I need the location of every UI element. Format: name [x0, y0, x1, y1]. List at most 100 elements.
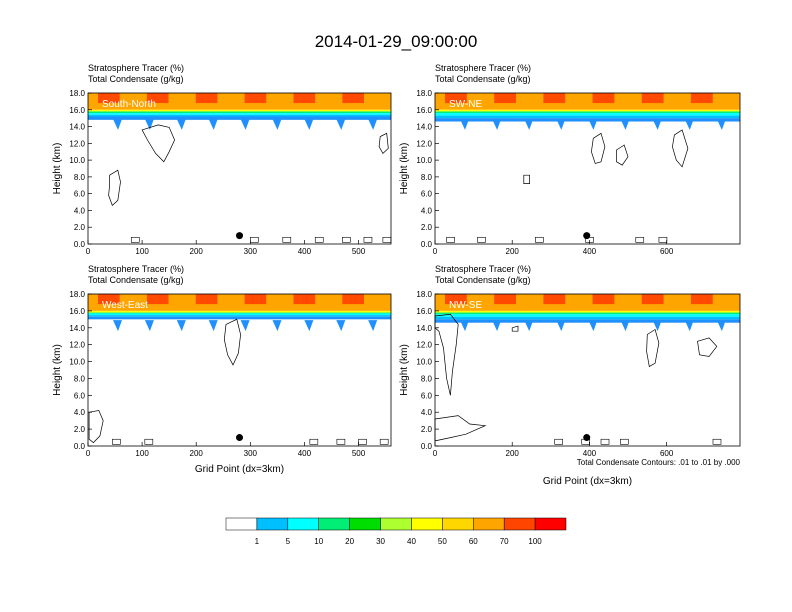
panel-subtitle: Total Condensate (g/kg) [88, 275, 184, 285]
tracer-band [88, 310, 391, 313]
tracer-dip [652, 119, 662, 130]
y-tick-label: 2.0 [421, 425, 433, 434]
x-tick-label: 300 [244, 247, 258, 256]
tracer-streak [244, 294, 267, 305]
x-tick-label: 100 [135, 449, 149, 458]
tracer-band [88, 316, 391, 320]
tracer-streak [592, 294, 615, 305]
tracer-band [88, 313, 391, 316]
colorbar-label: 1 [255, 537, 260, 546]
x-tick-label: 200 [190, 449, 204, 458]
panel-name: West-East [102, 300, 148, 311]
tracer-band [88, 111, 391, 114]
y-tick-label: 16.0 [416, 307, 432, 316]
tracer-band [88, 116, 391, 120]
tracer-dip [524, 119, 534, 130]
condensate-contour [141, 124, 175, 163]
tracer-streak [641, 93, 664, 104]
condensate-contour [477, 236, 486, 243]
tracer-streak [342, 294, 364, 305]
condensate-contour [282, 236, 292, 243]
panel-name: South-North [102, 99, 156, 110]
tracer-streak [690, 93, 713, 104]
y-tick-label: 6.0 [421, 190, 433, 199]
y-tick-label: 18.0 [416, 290, 432, 299]
x-tick-label: 600 [660, 449, 674, 458]
tracer-dip [336, 320, 346, 332]
colorbar-swatch [287, 517, 319, 531]
condensate-contour [336, 438, 346, 445]
y-axis-label: Height (km) [52, 344, 63, 396]
y-tick-label: 12.0 [69, 341, 85, 350]
tracer-band [88, 114, 391, 117]
condensate-contour [144, 438, 154, 445]
panel-frame [434, 92, 741, 245]
y-tick-label: 12.0 [416, 341, 432, 350]
tracer-dip [492, 320, 502, 332]
x-tick-label: 400 [583, 449, 597, 458]
y-tick-label: 0.0 [421, 442, 433, 451]
y-tick-label: 6.0 [74, 391, 86, 400]
y-tick-label: 14.0 [416, 324, 432, 333]
condensate-contour [446, 236, 455, 243]
panel-subtitle: Total Condensate (g/kg) [435, 275, 531, 285]
condensate-contour [591, 132, 606, 164]
y-tick-label: 16.0 [416, 106, 432, 115]
colorbar-swatch [225, 517, 258, 531]
y-tick-label: 4.0 [421, 206, 433, 215]
y-tick-label: 8.0 [421, 374, 433, 383]
x-tick-label: 0 [86, 247, 91, 256]
colorbar-swatch [349, 517, 381, 531]
panel-frame [434, 293, 741, 447]
colorbar-swatch [256, 517, 289, 531]
tracer-dip [240, 119, 250, 130]
tracer-dip [240, 320, 250, 332]
condensate-contour [712, 438, 722, 445]
tracer-streak [543, 294, 566, 305]
tracer-dip [524, 320, 534, 332]
tracer-dip [556, 119, 566, 130]
y-tick-label: 0.0 [74, 240, 86, 249]
y-tick-label: 14.0 [69, 123, 85, 132]
x-tick-label: 0 [86, 449, 91, 458]
y-tick-label: 12.0 [69, 139, 85, 148]
x-tick-label: 400 [298, 449, 312, 458]
tracer-band [88, 312, 391, 314]
tracer-dip [620, 119, 630, 130]
y-tick-label: 4.0 [74, 206, 86, 215]
x-axis-label: Grid Point (dx=3km) [543, 476, 632, 487]
condensate-contour [250, 236, 259, 243]
tracer-dip [208, 320, 218, 332]
y-tick-label: 6.0 [74, 190, 86, 199]
tracer-dip [684, 119, 694, 130]
tracer-dip [304, 119, 314, 130]
condensate-contour [223, 318, 241, 366]
tracer-streak [98, 93, 120, 104]
y-tick-label: 10.0 [69, 358, 85, 367]
x-tick-label: 0 [433, 449, 438, 458]
x-axis-label: Grid Point (dx=3km) [195, 464, 284, 475]
y-tick-label: 4.0 [74, 408, 86, 417]
y-tick-label: 6.0 [421, 391, 433, 400]
tracer-dip [460, 119, 469, 130]
panel-subtitle: Stratosphere Tracer (%) [88, 63, 184, 73]
colorbar-swatch [318, 517, 350, 531]
x-tick-label: 200 [506, 449, 520, 458]
tracer-dip [304, 320, 314, 332]
panel-subtitle: Total Condensate (g/kg) [88, 74, 184, 84]
x-tick-label: 400 [583, 247, 597, 256]
tracer-band [435, 319, 740, 323]
tracer-dip [144, 320, 154, 332]
condensate-contour [130, 236, 140, 243]
condensate-contour [314, 236, 324, 243]
tracer-streak [195, 93, 218, 104]
y-tick-label: 18.0 [69, 290, 85, 299]
condensate-contour [88, 410, 104, 444]
panel-frame [87, 92, 392, 245]
tracer-band [435, 316, 740, 320]
y-tick-label: 8.0 [74, 173, 86, 182]
condensate-contour [434, 313, 459, 396]
tracer-band [435, 118, 740, 122]
x-tick-label: 200 [190, 247, 204, 256]
